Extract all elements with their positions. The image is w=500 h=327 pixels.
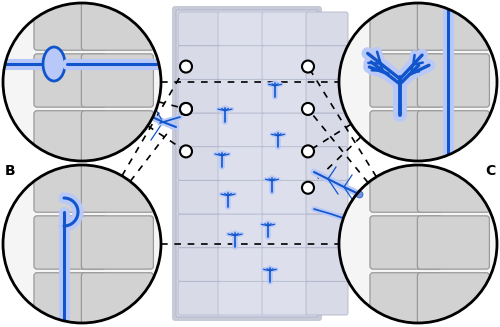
FancyBboxPatch shape	[262, 79, 308, 113]
Circle shape	[339, 165, 497, 323]
FancyBboxPatch shape	[418, 273, 490, 326]
FancyBboxPatch shape	[370, 54, 442, 107]
FancyBboxPatch shape	[178, 248, 220, 281]
FancyBboxPatch shape	[418, 111, 490, 164]
Circle shape	[180, 60, 192, 73]
FancyBboxPatch shape	[178, 113, 220, 147]
Text: B: B	[5, 164, 15, 178]
Circle shape	[302, 182, 314, 194]
FancyBboxPatch shape	[82, 159, 154, 212]
FancyBboxPatch shape	[82, 273, 154, 326]
FancyBboxPatch shape	[218, 214, 264, 248]
FancyBboxPatch shape	[178, 46, 220, 79]
FancyBboxPatch shape	[262, 248, 308, 281]
FancyBboxPatch shape	[370, 0, 442, 50]
FancyBboxPatch shape	[306, 214, 348, 248]
FancyBboxPatch shape	[178, 12, 220, 46]
FancyBboxPatch shape	[370, 159, 442, 212]
FancyBboxPatch shape	[178, 79, 220, 113]
FancyBboxPatch shape	[306, 113, 348, 147]
Circle shape	[339, 3, 497, 161]
FancyBboxPatch shape	[178, 147, 220, 180]
FancyBboxPatch shape	[418, 216, 490, 269]
Circle shape	[3, 3, 161, 161]
Circle shape	[180, 103, 192, 115]
FancyBboxPatch shape	[370, 216, 442, 269]
FancyBboxPatch shape	[262, 180, 308, 214]
FancyBboxPatch shape	[306, 180, 348, 214]
FancyBboxPatch shape	[178, 180, 220, 214]
FancyBboxPatch shape	[306, 12, 348, 46]
Ellipse shape	[43, 47, 65, 81]
FancyBboxPatch shape	[34, 159, 106, 212]
FancyBboxPatch shape	[34, 0, 106, 50]
FancyBboxPatch shape	[82, 54, 154, 107]
FancyBboxPatch shape	[306, 281, 348, 315]
Circle shape	[302, 146, 314, 157]
Circle shape	[180, 146, 192, 157]
FancyBboxPatch shape	[82, 111, 154, 164]
FancyBboxPatch shape	[306, 248, 348, 281]
FancyBboxPatch shape	[262, 147, 308, 180]
FancyBboxPatch shape	[218, 113, 264, 147]
FancyBboxPatch shape	[176, 10, 318, 317]
FancyBboxPatch shape	[306, 147, 348, 180]
FancyBboxPatch shape	[418, 0, 490, 50]
FancyBboxPatch shape	[218, 281, 264, 315]
FancyBboxPatch shape	[370, 111, 442, 164]
FancyBboxPatch shape	[218, 180, 264, 214]
FancyBboxPatch shape	[306, 79, 348, 113]
FancyBboxPatch shape	[178, 281, 220, 315]
Circle shape	[3, 165, 161, 323]
FancyBboxPatch shape	[218, 79, 264, 113]
FancyBboxPatch shape	[82, 0, 154, 50]
FancyBboxPatch shape	[34, 111, 106, 164]
Circle shape	[302, 103, 314, 115]
FancyBboxPatch shape	[418, 54, 490, 107]
FancyBboxPatch shape	[34, 54, 106, 107]
FancyBboxPatch shape	[178, 214, 220, 248]
FancyBboxPatch shape	[262, 113, 308, 147]
Circle shape	[180, 103, 192, 115]
FancyBboxPatch shape	[218, 12, 264, 46]
Text: C: C	[485, 164, 495, 178]
FancyBboxPatch shape	[172, 6, 322, 321]
FancyBboxPatch shape	[82, 216, 154, 269]
Circle shape	[302, 60, 314, 73]
FancyBboxPatch shape	[34, 273, 106, 326]
FancyBboxPatch shape	[218, 248, 264, 281]
FancyBboxPatch shape	[370, 273, 442, 326]
FancyBboxPatch shape	[34, 216, 106, 269]
FancyBboxPatch shape	[218, 147, 264, 180]
FancyBboxPatch shape	[306, 46, 348, 79]
Text: A: A	[5, 326, 16, 327]
FancyBboxPatch shape	[262, 281, 308, 315]
FancyBboxPatch shape	[262, 46, 308, 79]
Text: D: D	[485, 326, 496, 327]
FancyBboxPatch shape	[262, 214, 308, 248]
FancyBboxPatch shape	[262, 12, 308, 46]
FancyBboxPatch shape	[418, 159, 490, 212]
FancyBboxPatch shape	[218, 46, 264, 79]
